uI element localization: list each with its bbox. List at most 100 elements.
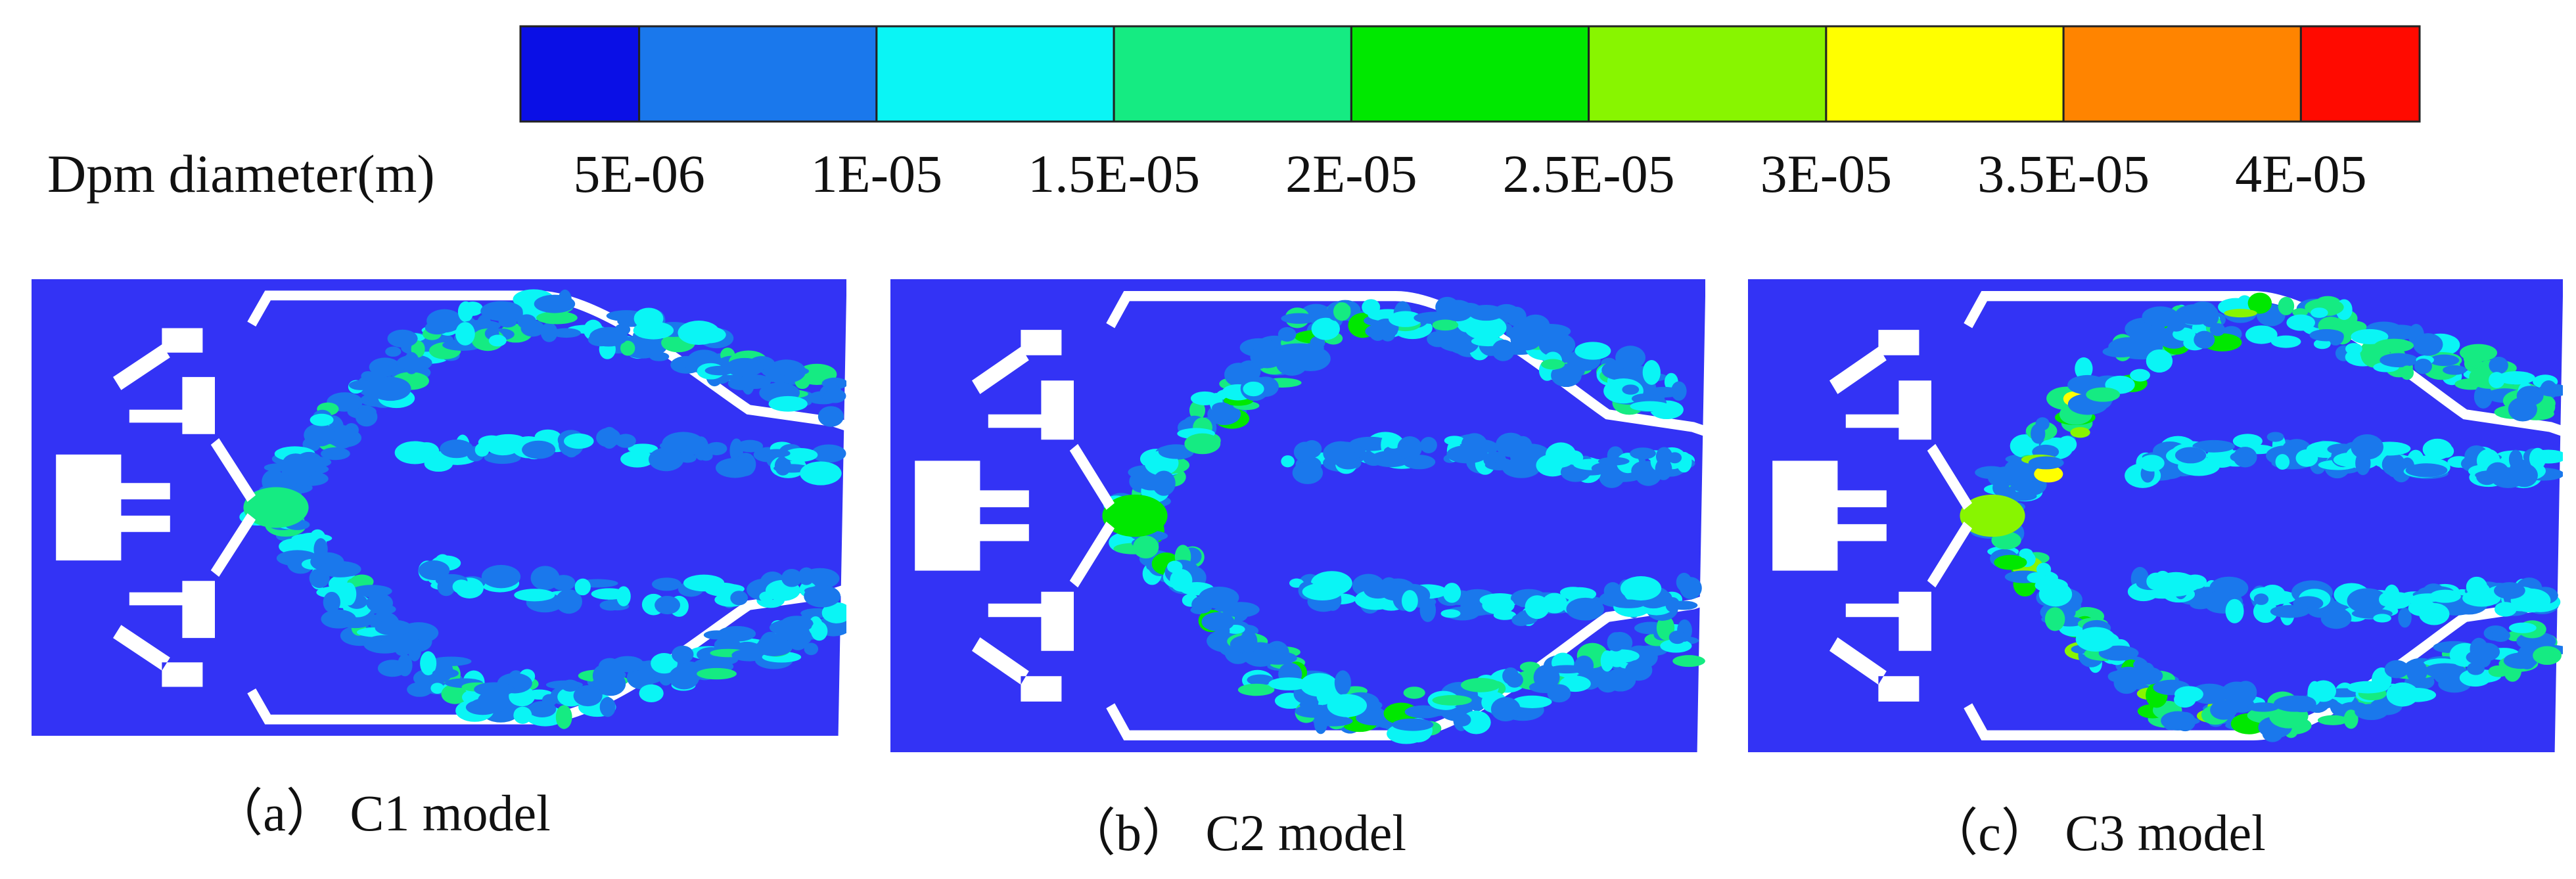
panel-caption: （a） C1 model (212, 784, 551, 842)
particle-blob (283, 458, 317, 478)
particle-blob (2230, 451, 2254, 462)
particle-blob (1252, 344, 1269, 369)
particle-blob (2510, 463, 2538, 487)
particle-blob (514, 589, 555, 602)
particle-blob (1237, 360, 1261, 382)
particle-blob (1598, 457, 1630, 466)
particle-blob (555, 705, 572, 729)
particle-blob (639, 684, 664, 702)
particle-blob (2113, 666, 2144, 686)
particle-blob (2130, 369, 2150, 382)
particle-blob (2414, 358, 2432, 374)
particle-blob (2473, 583, 2491, 606)
colorbar-segment (2299, 25, 2421, 123)
particle-blob (1311, 317, 1340, 340)
colorbar-segment (638, 25, 878, 123)
particle-blob (462, 302, 483, 316)
particle-blob (1419, 598, 1437, 622)
particle-blob (2288, 695, 2316, 713)
colorbar-tick-label: 1.5E-05 (1028, 144, 1201, 204)
particle-blob (366, 593, 394, 613)
particle-blob (2313, 338, 2331, 349)
colorbar-segment (875, 25, 1115, 123)
particle-blob (2036, 562, 2052, 576)
particle-blob (1432, 319, 1459, 331)
particle-blob (1454, 713, 1471, 727)
particle-blob (2494, 582, 2525, 599)
particle-blob (2467, 662, 2485, 675)
injector-geometry (1772, 330, 1972, 702)
particle-blob (2374, 338, 2414, 353)
particle-blob (2429, 589, 2461, 603)
injector-geometry (915, 330, 1115, 702)
particle-blob (2347, 588, 2388, 614)
particle-blob (1397, 436, 1423, 460)
particle-blob (455, 322, 475, 346)
particle-blob (1133, 535, 1159, 559)
particle-blob (2175, 447, 2207, 464)
particle-blob (1548, 665, 1586, 674)
particle-blob (1184, 433, 1221, 455)
particle-blob (2443, 365, 2467, 375)
particle-blob (430, 683, 444, 694)
particle-blob (1994, 554, 2027, 570)
particle-blob (1547, 684, 1571, 703)
particle-blob (678, 321, 720, 346)
particle-blob (1510, 449, 1537, 472)
particle-blob (1158, 444, 1194, 459)
particle-blob (2209, 323, 2226, 336)
particle-blob (355, 407, 378, 427)
particle-blob (2253, 600, 2278, 623)
particle-blob (1385, 434, 1402, 449)
particle-blob (620, 340, 635, 356)
colorbar-tick-label: 4E-05 (2235, 144, 2367, 204)
particle-blob (513, 706, 532, 724)
particle-blob (1506, 306, 1527, 327)
particle-blob (320, 447, 350, 461)
particle-blob (1545, 442, 1576, 468)
particle-blob (2295, 449, 2318, 467)
particle-blob (2489, 372, 2505, 388)
particle-blob (804, 585, 841, 608)
particle-blob (601, 662, 618, 685)
particle-blob (1404, 705, 1443, 719)
particle-blob (763, 449, 791, 458)
particle-blob (2406, 660, 2427, 683)
particle-blob (1327, 694, 1368, 717)
particle-blob (629, 336, 668, 357)
particle-blob (522, 440, 556, 459)
particle-blob (2292, 308, 2309, 317)
particle-blob (817, 406, 844, 427)
particle-blob (683, 574, 725, 592)
particle-blob (651, 577, 682, 591)
particle-blob (811, 444, 846, 463)
particle-blob (2497, 371, 2535, 385)
particle-blob (1302, 583, 1343, 600)
particle-blob (1660, 639, 1692, 653)
particle-blob (2278, 296, 2295, 315)
contour-field (32, 279, 846, 736)
particle-blob (1575, 342, 1611, 360)
contour-field (1748, 279, 2563, 752)
particle-blob (2430, 443, 2448, 454)
particle-blob (534, 294, 576, 313)
particle-blob (517, 314, 537, 329)
particle-blob (611, 656, 644, 673)
colorbar-tick-label: 3E-05 (1760, 144, 1893, 204)
particle-blob (2247, 292, 2272, 314)
particle-blob (1622, 384, 1640, 395)
particle-blob (1490, 697, 1521, 722)
particle-blob (1519, 662, 1540, 672)
particle-blob (2429, 354, 2460, 367)
colorbar-segment (1350, 25, 1590, 123)
spray-core (1960, 494, 2025, 537)
particle-blob (615, 434, 636, 448)
particle-blob (1482, 596, 1515, 615)
particle-blob (1240, 629, 1258, 654)
particle-blob (2266, 432, 2284, 442)
particle-blob (804, 642, 819, 656)
particle-blob (1442, 300, 1473, 322)
particle-blob (1672, 655, 1705, 667)
particle-blob (1461, 677, 1501, 692)
particle-blob (2529, 449, 2563, 464)
